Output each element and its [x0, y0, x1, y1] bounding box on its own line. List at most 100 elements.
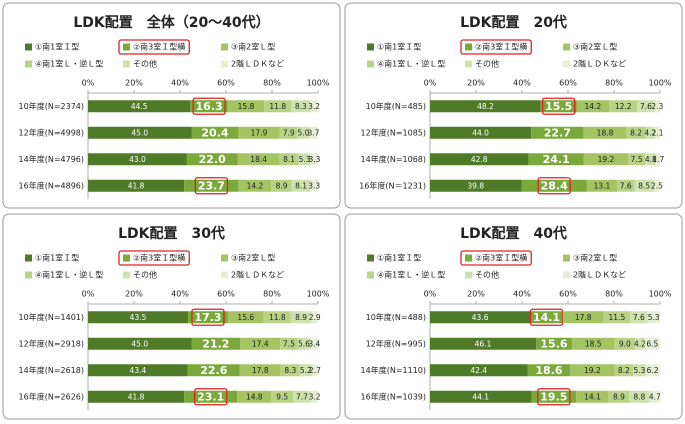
bar-segment [645, 364, 660, 377]
bar-segment [187, 364, 240, 377]
bar-segment [430, 179, 522, 192]
highlight-box [460, 39, 532, 55]
bar-segment [633, 364, 646, 377]
x-tick-label: 0% [424, 79, 437, 88]
bar-segment [430, 311, 531, 324]
bar-segment [271, 179, 292, 192]
legend-swatch [221, 254, 228, 262]
legend-label: ①南1室Ｉ型 [377, 253, 421, 263]
data-label: 18.8 [597, 128, 614, 137]
data-label: 6.5 [646, 339, 658, 348]
highlight-box [191, 308, 225, 326]
bar-segment [310, 337, 319, 350]
bar-segment [291, 100, 311, 113]
bar-segment [608, 390, 630, 403]
bar-segment [184, 390, 238, 403]
legend-swatch [123, 60, 130, 68]
data-label: 2.7 [309, 366, 321, 375]
bar-segment [430, 364, 528, 377]
bar-segment [271, 390, 294, 403]
bar-segment [616, 179, 635, 192]
bar-segment [290, 311, 312, 324]
data-label: 2.1 [652, 128, 664, 137]
data-label: 4.2 [634, 339, 646, 348]
bar-segment [227, 311, 264, 324]
data-label: 8.3 [284, 366, 296, 375]
legend-swatch [123, 271, 130, 279]
bar-segment [88, 311, 189, 324]
legend-label: 2階ＬＤＫなど [573, 59, 626, 69]
data-label: 2.5 [651, 181, 663, 190]
highlight-box [118, 250, 190, 266]
data-label: 43.0 [129, 155, 146, 164]
bar-segment [227, 100, 265, 113]
legend-label: ②南3室Ｉ型横 [133, 42, 185, 52]
data-label: 15.5 [545, 100, 572, 113]
legend-swatch [563, 43, 570, 51]
data-label: 3.2 [309, 392, 321, 401]
x-tick-label: 40% [513, 79, 531, 88]
bar-segment [310, 153, 319, 166]
data-label: 17.3 [194, 311, 221, 324]
x-tick-label: 20% [467, 79, 485, 88]
data-label: 45.0 [131, 339, 148, 348]
legend-swatch [221, 60, 228, 68]
bar-segment [88, 153, 187, 166]
bar-segment [586, 179, 617, 192]
data-label: 8.1 [295, 181, 307, 190]
legend-label: ④南1室Ｌ・逆Ｌ型 [35, 270, 103, 280]
legend-swatch [465, 271, 472, 279]
x-tick-label: 80% [605, 290, 623, 299]
bar-segment [430, 337, 537, 350]
data-label: 44.1 [472, 392, 489, 401]
data-label: 12.2 [615, 102, 632, 111]
data-label: 14.8 [246, 392, 263, 401]
x-tick-label: 60% [217, 290, 235, 299]
data-label: 19.2 [598, 155, 615, 164]
bar-segment [527, 364, 571, 377]
bar-segment [280, 364, 300, 377]
legend-swatch [25, 43, 32, 51]
bar-segment [311, 364, 318, 377]
data-label: 44.0 [472, 128, 489, 137]
data-label: 8.9 [276, 181, 288, 190]
data-label: 19.2 [584, 366, 601, 375]
bar-segment [188, 311, 228, 324]
data-label: 46.1 [475, 339, 492, 348]
legend-label: ③南2室Ｌ型 [573, 253, 617, 263]
data-label: 11.5 [609, 313, 626, 322]
bar-segment [191, 126, 239, 139]
x-tick-label: 60% [217, 79, 235, 88]
x-tick-label: 100% [649, 79, 672, 88]
data-label: 5.3 [648, 313, 660, 322]
legend-label: ③南2室Ｌ型 [573, 42, 617, 52]
data-label: 7.6 [633, 313, 645, 322]
bar-segment [570, 364, 615, 377]
data-label: 42.8 [471, 155, 488, 164]
bar-segment [645, 126, 656, 139]
legend-swatch [123, 43, 130, 51]
data-label: 5.2 [300, 366, 312, 375]
data-label: 5.3 [633, 366, 645, 375]
legend-label: ②南3室Ｉ型横 [475, 253, 527, 263]
bar-segment [530, 311, 563, 324]
legend-swatch [367, 60, 374, 68]
bar-segment [291, 179, 311, 192]
y-tick-label: 12年度(N=4998) [19, 127, 84, 137]
highlight-box [118, 39, 190, 55]
bar-segment [430, 390, 532, 403]
highlight-box [194, 177, 229, 195]
data-label: 3.4 [308, 339, 320, 348]
bar-segment [634, 179, 655, 192]
highlight-box [194, 388, 228, 406]
bar-segment [531, 390, 577, 403]
data-label: 11.8 [269, 102, 286, 111]
bar-segment [637, 100, 655, 113]
bar-segment [603, 311, 631, 324]
data-label: 8.9 [295, 313, 307, 322]
data-label: 43.5 [130, 313, 147, 322]
bar-segment [190, 100, 228, 113]
y-tick-label: 14年度(N=2618) [19, 365, 84, 375]
chart-title: LDK配置 全体（20～40代） [73, 14, 269, 31]
